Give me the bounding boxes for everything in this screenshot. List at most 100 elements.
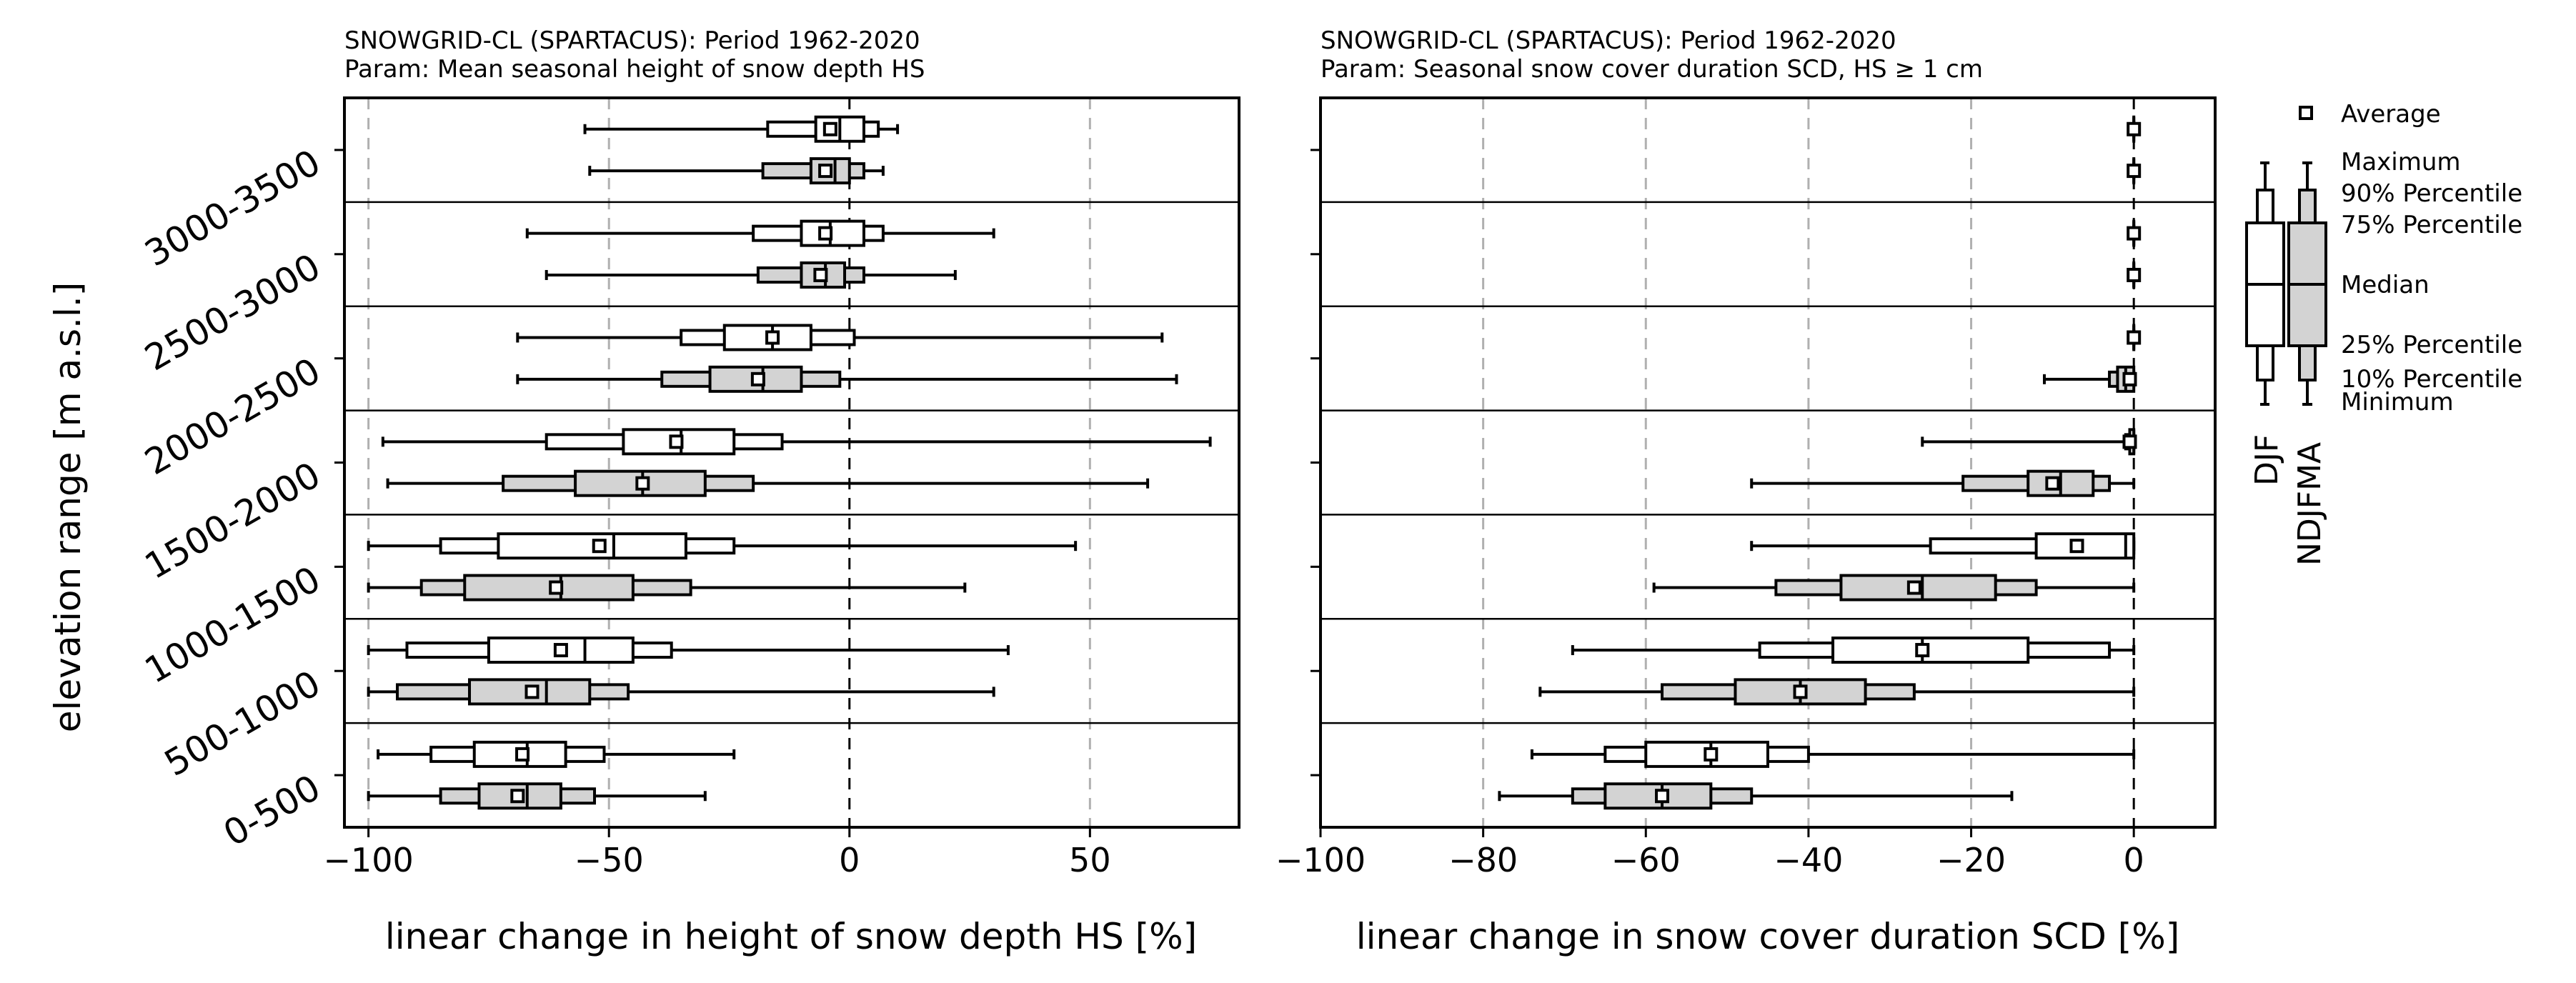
- y-axis-label: elevation range [m a.s.l.]: [47, 282, 89, 732]
- scd-box-djf-0-500: [1530, 740, 2136, 768]
- mean-marker: [2127, 121, 2142, 136]
- scd-box-djf-500-1000: [1571, 637, 2136, 664]
- hs-x-tick-label: −100: [323, 841, 413, 879]
- hs-box-djf-1500-2000: [381, 428, 1212, 456]
- scd-box-ndjfma-0-500: [1498, 782, 2014, 810]
- mean-marker: [2069, 539, 2084, 554]
- hs-box-ndjfma-500-1000: [367, 678, 995, 706]
- mean-marker: [2122, 434, 2137, 449]
- mean-marker: [1704, 747, 1719, 762]
- scd-x-tick-label: −40: [1774, 841, 1843, 879]
- iqr-box: [809, 157, 851, 185]
- mean-marker: [515, 747, 530, 762]
- legend: Average Maximum 90% Percentile 75% Perce…: [2245, 100, 2522, 566]
- hs-title-line2: Param: Mean seasonal height of snow dept…: [344, 55, 925, 84]
- mean-marker: [2045, 476, 2060, 491]
- mean-marker: [2127, 330, 2142, 345]
- hs-x-tick-label: 0: [839, 841, 860, 879]
- mean-marker: [2127, 226, 2142, 241]
- iqr-box: [1831, 637, 2030, 664]
- mean-marker: [524, 684, 539, 699]
- legend-minimum-label: Minimum: [2341, 388, 2454, 416]
- scd-title-line2: Param: Seasonal snow cover duration SCD,…: [1321, 55, 1983, 84]
- hs-box-ndjfma-2500-3000: [544, 261, 957, 289]
- mean-marker: [669, 434, 684, 449]
- hs-box-djf-0-500: [377, 740, 736, 768]
- hs-box-djf-2000-2500: [516, 324, 1164, 351]
- mean-marker: [765, 330, 780, 345]
- mean-marker: [818, 164, 833, 179]
- scd-x-tick-label: −20: [1936, 841, 2006, 879]
- mean-marker: [635, 476, 650, 491]
- scd-box-ndjfma-500-1000: [1538, 678, 2136, 706]
- iqr-box: [800, 219, 865, 247]
- mean-marker: [592, 539, 607, 554]
- legend-djf-box: [2245, 161, 2285, 406]
- legend-average-label: Average: [2341, 100, 2441, 129]
- hs-title-line1: SNOWGRID-CL (SPARTACUS): Period 1962-202…: [344, 26, 920, 55]
- scd-x-axis-label: linear change in snow cover duration SCD…: [1356, 916, 2180, 957]
- iqr-box: [463, 574, 635, 602]
- hs-box-djf-500-1000: [367, 637, 1010, 664]
- mean-marker: [818, 226, 833, 241]
- y-tick-label-0-500: 0-500: [217, 767, 327, 854]
- legend-p10-label: 10% Percentile: [2341, 365, 2522, 394]
- hs-box-ndjfma-2000-2500: [516, 365, 1178, 393]
- hs-box-ndjfma-1500-2000: [386, 469, 1150, 497]
- legend-djf-label: DJF: [2249, 434, 2285, 486]
- mean-marker: [750, 371, 765, 386]
- scd-box-ndjfma-3000-3500: [2127, 157, 2142, 185]
- legend-average-marker: [2299, 106, 2313, 120]
- iqr-box: [722, 324, 812, 351]
- legend-p25-label: 25% Percentile: [2341, 331, 2522, 359]
- mean-marker: [822, 121, 837, 136]
- scd-axes-frame: [1319, 96, 2217, 829]
- mean-marker: [2127, 267, 2142, 282]
- scd-box-ndjfma-1500-2000: [1750, 469, 2136, 497]
- scd-box-djf-3000-3500: [2127, 115, 2142, 143]
- mean-marker: [1906, 580, 1921, 595]
- scd-box-djf-1000-1500: [1750, 532, 2136, 560]
- scd-x-tick-label: −60: [1611, 841, 1681, 879]
- hs-box-ndjfma-0-500: [367, 782, 707, 810]
- iqr-box: [468, 678, 592, 706]
- mean-marker: [553, 643, 568, 658]
- scd-x-tick-label: −100: [1275, 841, 1366, 879]
- scd-panel: SNOWGRID-CL (SPARTACUS): Period 1962-202…: [1275, 26, 2217, 957]
- hs-axes-frame: [343, 96, 1240, 829]
- legend-ndjfma-box: [2287, 161, 2327, 406]
- iqr-box: [2034, 532, 2136, 560]
- scd-title-line1: SNOWGRID-CL (SPARTACUS): Period 1962-202…: [1321, 26, 1896, 55]
- scd-box-djf-2000-2500: [2127, 324, 2142, 351]
- iqr-box: [574, 469, 707, 497]
- hs-box-djf-2500-3000: [525, 219, 995, 247]
- scd-box-ndjfma-2500-3000: [2127, 261, 2142, 289]
- scd-box-ndjfma-1000-1500: [1652, 574, 2136, 602]
- scd-box-ndjfma-2000-2500: [2042, 365, 2137, 393]
- scd-x-tick-label: −80: [1448, 841, 1518, 879]
- iqr-box: [497, 532, 687, 560]
- scd-box-djf-1500-2000: [1921, 428, 2137, 456]
- hs-box-djf-3000-3500: [583, 115, 900, 143]
- hs-x-tick-label: −50: [575, 841, 644, 879]
- hs-x-tick-label: 50: [1069, 841, 1111, 879]
- legend-p90-label: 90% Percentile: [2341, 179, 2522, 208]
- mean-marker: [813, 267, 828, 282]
- mean-marker: [2122, 371, 2137, 386]
- hs-panel: SNOWGRID-CL (SPARTACUS): Period 1962-202…: [323, 26, 1240, 957]
- mean-marker: [510, 789, 525, 804]
- legend-ndjfma-label: NDJFMA: [2292, 442, 2328, 566]
- mean-marker: [549, 580, 564, 595]
- y-tick-label-500-1000: 500-1000: [158, 662, 327, 784]
- mean-marker: [1655, 789, 1670, 804]
- mean-marker: [1915, 643, 1930, 658]
- hs-x-axis-label: linear change in height of snow depth HS…: [385, 916, 1197, 957]
- scd-x-tick-label: 0: [2124, 841, 2144, 879]
- legend-maximum-label: Maximum: [2341, 148, 2461, 176]
- hs-box-ndjfma-1000-1500: [367, 574, 967, 602]
- hs-box-djf-1000-1500: [367, 532, 1078, 560]
- hs-box-ndjfma-3000-3500: [588, 157, 885, 185]
- legend-p75-label: 75% Percentile: [2341, 211, 2522, 239]
- mean-marker: [1793, 684, 1808, 699]
